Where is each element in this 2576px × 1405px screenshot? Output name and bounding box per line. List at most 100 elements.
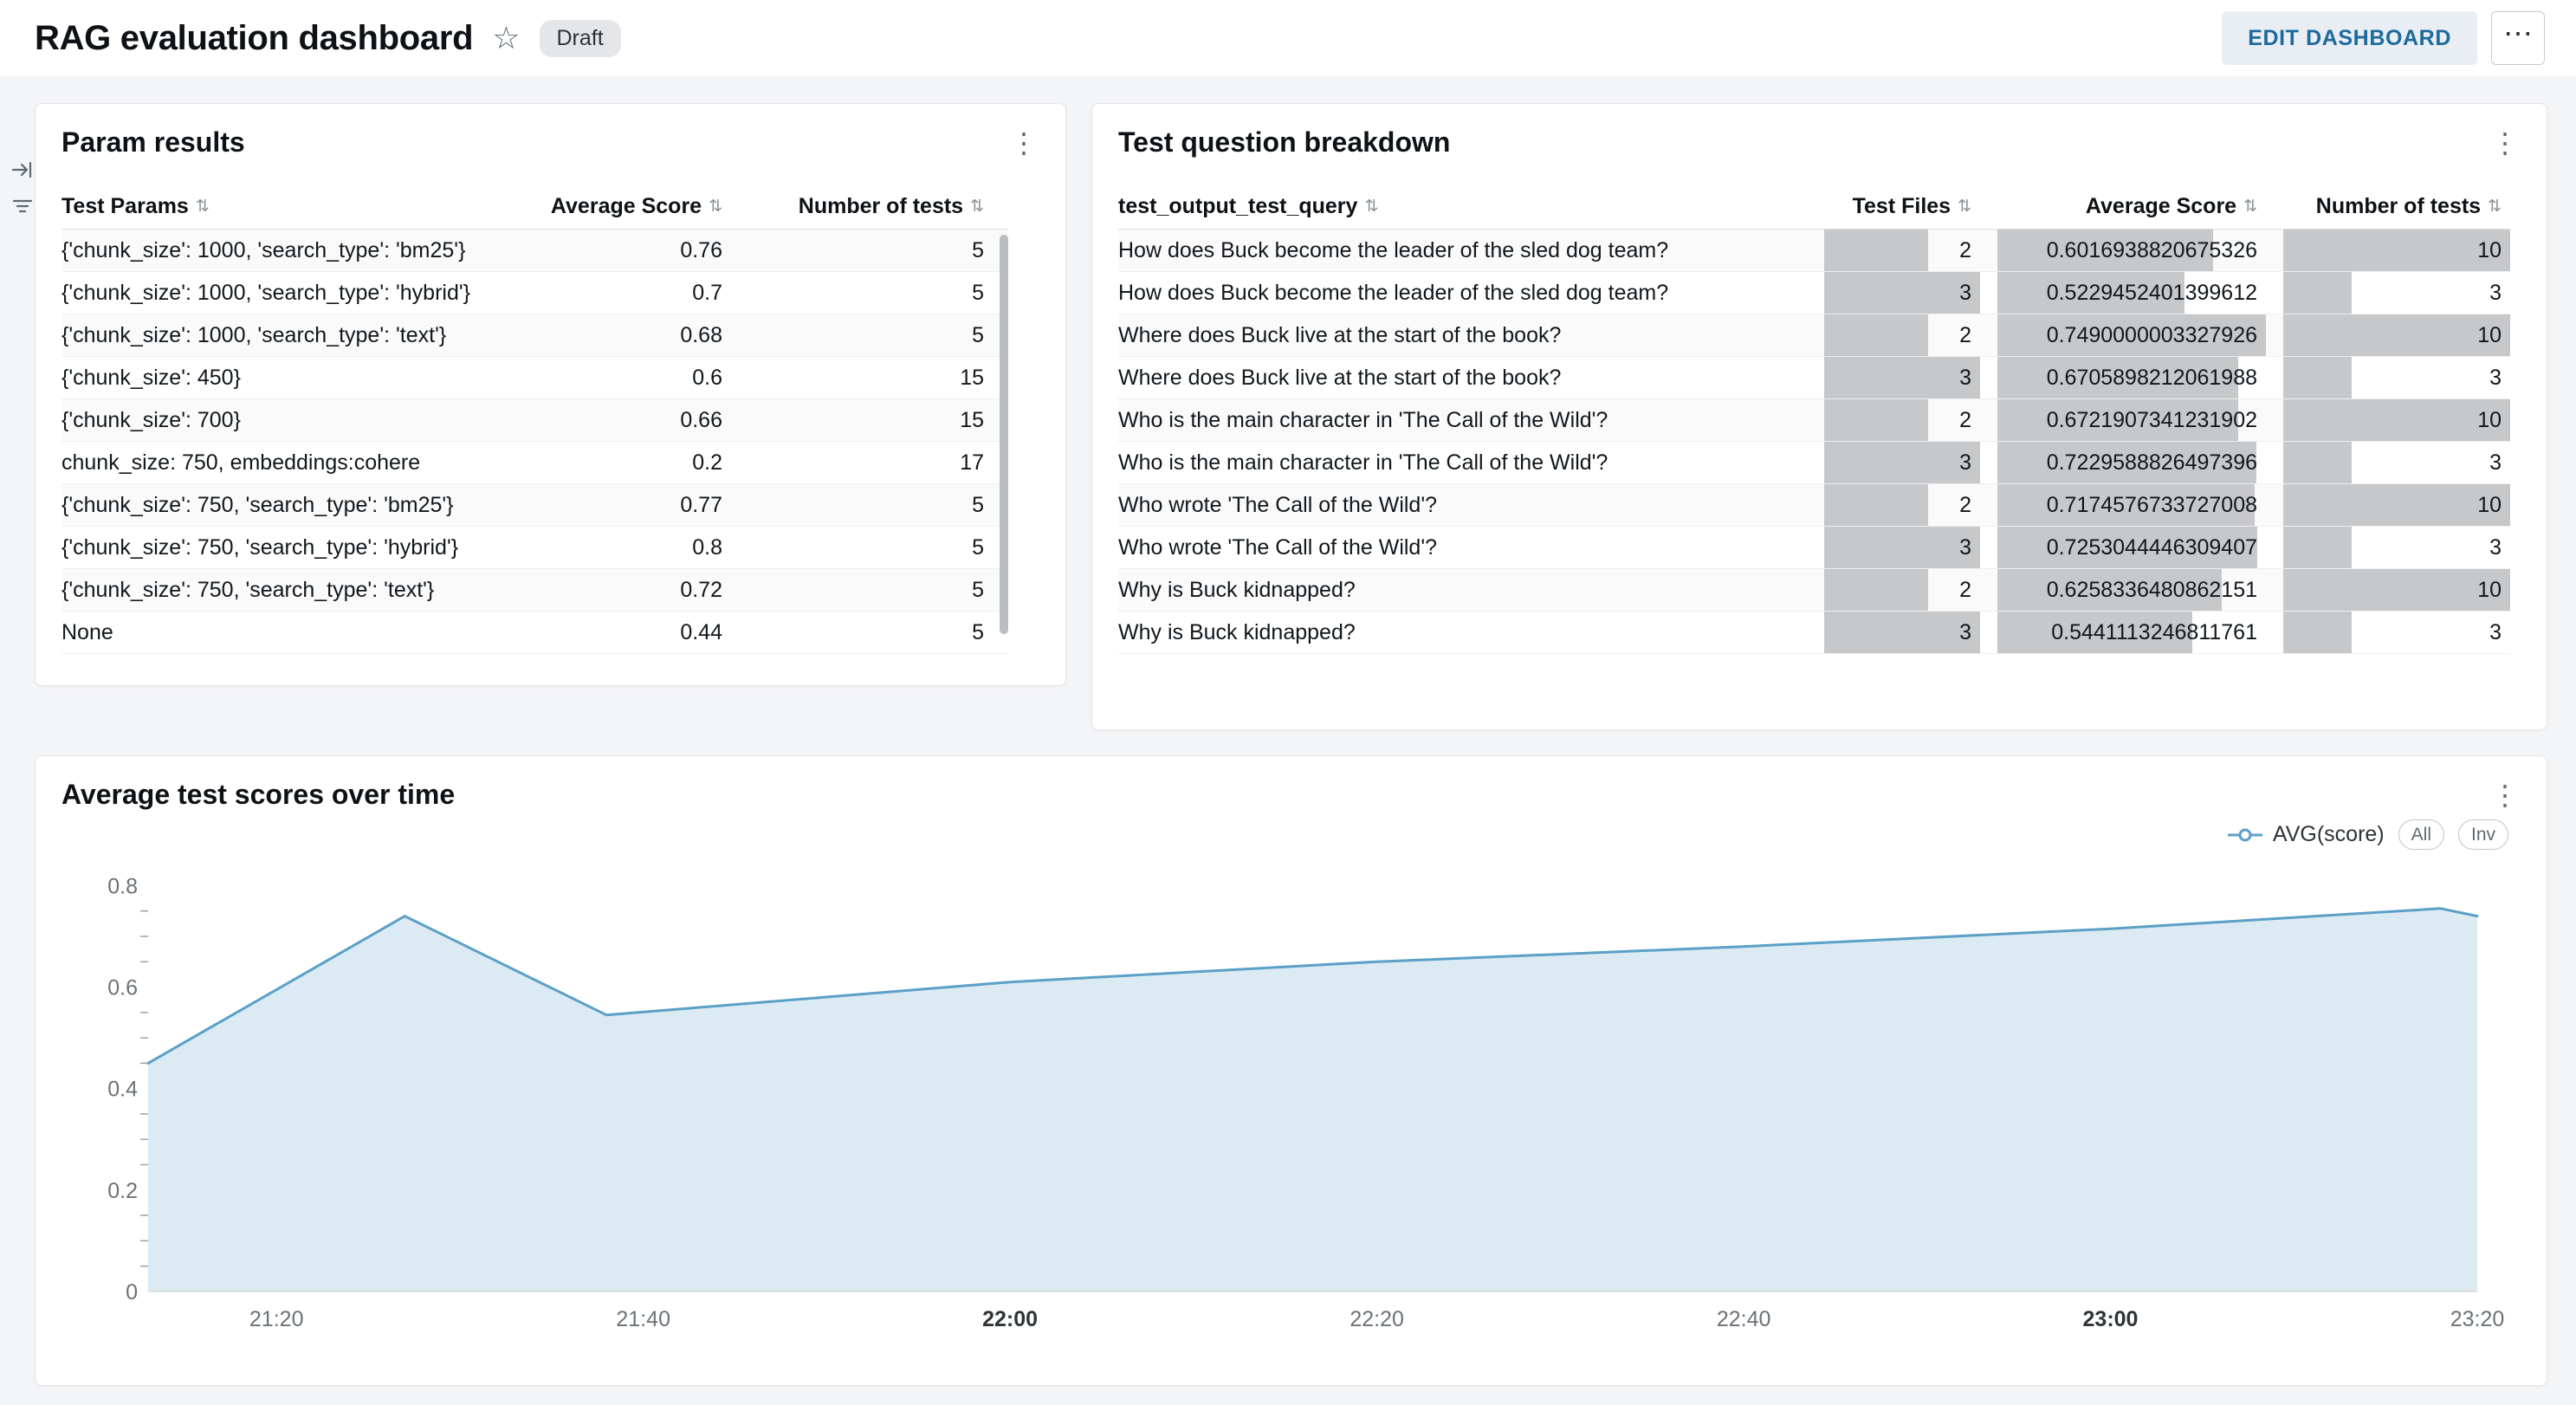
edit-dashboard-button[interactable]: EDIT DASHBOARD	[2222, 11, 2477, 65]
data-bar	[1997, 527, 2258, 568]
data-bar	[1824, 442, 1980, 483]
svg-text:23:00: 23:00	[2083, 1307, 2139, 1331]
table-row[interactable]: Why is Buck kidnapped? 3 0.544111324681176…	[1118, 612, 2510, 654]
cell-average-score: 0.72	[680, 577, 722, 602]
table-row[interactable]: Where does Buck live at the start of the…	[1118, 357, 2510, 399]
cell-average-score: 0.6	[692, 365, 722, 390]
column-header-average-score[interactable]: Average Score ⇅	[550, 194, 722, 218]
table-row[interactable]: {'chunk_size': 750, 'search_type': 'bm25…	[61, 484, 1008, 527]
expand-panel-icon[interactable]	[10, 158, 35, 182]
cell-number-of-tests: 5	[972, 619, 984, 644]
cell-number-of-tests: 15	[960, 407, 984, 432]
cell-value: 3	[2489, 534, 2502, 560]
cell-query: Why is Buck kidnapped?	[1118, 577, 1356, 602]
cell-value: 3	[1959, 619, 1971, 644]
column-header-average-score[interactable]: Average Score ⇅	[2085, 194, 2257, 218]
data-bar	[2283, 357, 2352, 398]
table-row[interactable]: Where does Buck live at the start of the…	[1118, 314, 2510, 357]
cell-test-files: 2	[1824, 484, 1980, 526]
cell-query: Who wrote 'The Call of the Wild'?	[1118, 534, 1438, 560]
favorite-star-icon[interactable]: ☆	[492, 20, 521, 55]
column-header-number-of-tests[interactable]: Number of tests ⇅	[2315, 194, 2502, 218]
cell-number-of-tests: 3	[2283, 442, 2510, 483]
sort-icon: ⇅	[970, 197, 984, 216]
table-row[interactable]: Who wrote 'The Call of the Wild'? 3 0.7253…	[1118, 527, 2510, 569]
cell-test-params: {'chunk_size': 450}	[61, 365, 241, 390]
table-row[interactable]: chunk_size: 750, embeddings:cohere 0.2 17	[61, 442, 1008, 484]
cell-value: 2	[1959, 407, 1971, 432]
status-badge: Draft	[539, 19, 621, 57]
table-scrollbar[interactable]	[1000, 230, 1008, 654]
kebab-menu-icon[interactable]: ⋮	[2491, 126, 2519, 159]
table-row[interactable]: {'chunk_size': 1000, 'search_type': 'tex…	[61, 314, 1008, 357]
cell-value: 10	[2477, 322, 2502, 347]
svg-text:0.8: 0.8	[107, 875, 138, 899]
legend-series-marker-icon	[2227, 828, 2262, 842]
table-row[interactable]: None 0.44 5	[61, 612, 1008, 654]
cell-test-files: 2	[1824, 230, 1980, 271]
table-row[interactable]: How does Buck become the leader of the s…	[1118, 272, 2510, 314]
kebab-menu-icon[interactable]: ⋮	[1010, 126, 1038, 159]
filter-icon[interactable]	[10, 194, 35, 218]
table-row[interactable]: {'chunk_size': 750, 'search_type': 'text…	[61, 569, 1008, 612]
cell-query: Where does Buck live at the start of the…	[1118, 365, 1562, 390]
column-header-test-files[interactable]: Test Files ⇅	[1852, 194, 1971, 218]
legend-inv-button[interactable]: Inv	[2457, 819, 2508, 851]
cell-number-of-tests: 5	[972, 322, 984, 347]
top-cards-row: Param results ⋮ Test Params ⇅ Average Sc…	[35, 103, 2547, 730]
cell-value: 3	[2489, 450, 2502, 475]
cell-test-files: 2	[1824, 569, 1980, 611]
data-bar	[1997, 272, 2185, 314]
question-breakdown-table: test_output_test_query ⇅ Test Files ⇅ Av…	[1118, 185, 2510, 654]
cell-value: 2	[1959, 577, 1971, 602]
table-row[interactable]: Who is the main character in 'The Call o…	[1118, 442, 2510, 484]
cell-value: 2	[1959, 322, 1971, 347]
top-header: RAG evaluation dashboard ☆ Draft EDIT DA…	[0, 0, 2576, 76]
sort-icon: ⇅	[195, 197, 210, 216]
column-header-test-params[interactable]: Test Params ⇅	[61, 194, 210, 218]
table-row[interactable]: Who wrote 'The Call of the Wild'? 2 0.7174…	[1118, 484, 2510, 527]
cell-query: How does Buck become the leader of the s…	[1118, 237, 1669, 262]
data-bar	[2283, 230, 2510, 271]
sort-icon: ⇅	[2243, 197, 2257, 216]
cell-value: 0.6721907341231902	[2046, 407, 2257, 432]
data-bar	[1824, 569, 1928, 611]
table-row[interactable]: Why is Buck kidnapped? 2 0.625833648086215…	[1118, 569, 2510, 612]
cell-number-of-tests: 3	[2283, 527, 2510, 568]
column-header-number-of-tests[interactable]: Number of tests ⇅	[798, 194, 984, 218]
legend-all-button[interactable]: All	[2398, 819, 2444, 851]
sort-icon: ⇅	[709, 197, 722, 216]
svg-text:21:20: 21:20	[249, 1307, 304, 1331]
cell-value: 0.6705898212061988	[2046, 365, 2257, 390]
cell-value: 0.7229588826497396	[2046, 450, 2257, 475]
svg-text:23:20: 23:20	[2450, 1307, 2505, 1331]
card-header: Average test scores over time ⋮	[36, 756, 2547, 811]
legend-item-avg-score[interactable]: AVG(score)	[2226, 822, 2385, 847]
scrollbar-thumb[interactable]	[1000, 235, 1008, 634]
scores-chart-svg[interactable]: 0 0.2 0.4 0.6 0.8 21:20 21:40 22:00 22:20 22:40 23…	[61, 858, 2521, 1343]
cell-test-files: 3	[1824, 442, 1980, 483]
cell-query: Who wrote 'The Call of the Wild'?	[1118, 492, 1438, 517]
cell-number-of-tests: 17	[960, 450, 984, 475]
svg-text:0.6: 0.6	[107, 976, 138, 1000]
cell-average-score: 0.7174576733727008	[1997, 484, 2266, 526]
table-row[interactable]: {'chunk_size': 750, 'search_type': 'hybr…	[61, 527, 1008, 569]
table-row[interactable]: How does Buck become the leader of the s…	[1118, 230, 2510, 272]
cell-average-score: 0.7490000003327926	[1997, 314, 2266, 356]
table-row[interactable]: {'chunk_size': 700} 0.66 15	[61, 399, 1008, 442]
data-bar	[1824, 399, 1928, 441]
more-menu-button[interactable]: ⋯	[2491, 11, 2545, 65]
data-bar	[1997, 569, 2223, 611]
data-bar	[2283, 569, 2510, 611]
card-header: Param results ⋮	[36, 104, 1065, 159]
cell-average-score: 0.2	[692, 450, 722, 475]
question-breakdown-card: Test question breakdown ⋮ test_output_te…	[1091, 103, 2547, 730]
table-row[interactable]: {'chunk_size': 1000, 'search_type': 'hyb…	[61, 272, 1008, 314]
cell-value: 0.5441113246811761	[2051, 619, 2257, 644]
table-row[interactable]: {'chunk_size': 1000, 'search_type': 'bm2…	[61, 230, 1008, 272]
kebab-menu-icon[interactable]: ⋮	[2491, 779, 2519, 811]
data-bar	[1824, 484, 1928, 526]
column-header-test-query[interactable]: test_output_test_query ⇅	[1118, 194, 1379, 218]
table-row[interactable]: Who is the main character in 'The Call o…	[1118, 399, 2510, 442]
table-row[interactable]: {'chunk_size': 450} 0.6 15	[61, 357, 1008, 399]
